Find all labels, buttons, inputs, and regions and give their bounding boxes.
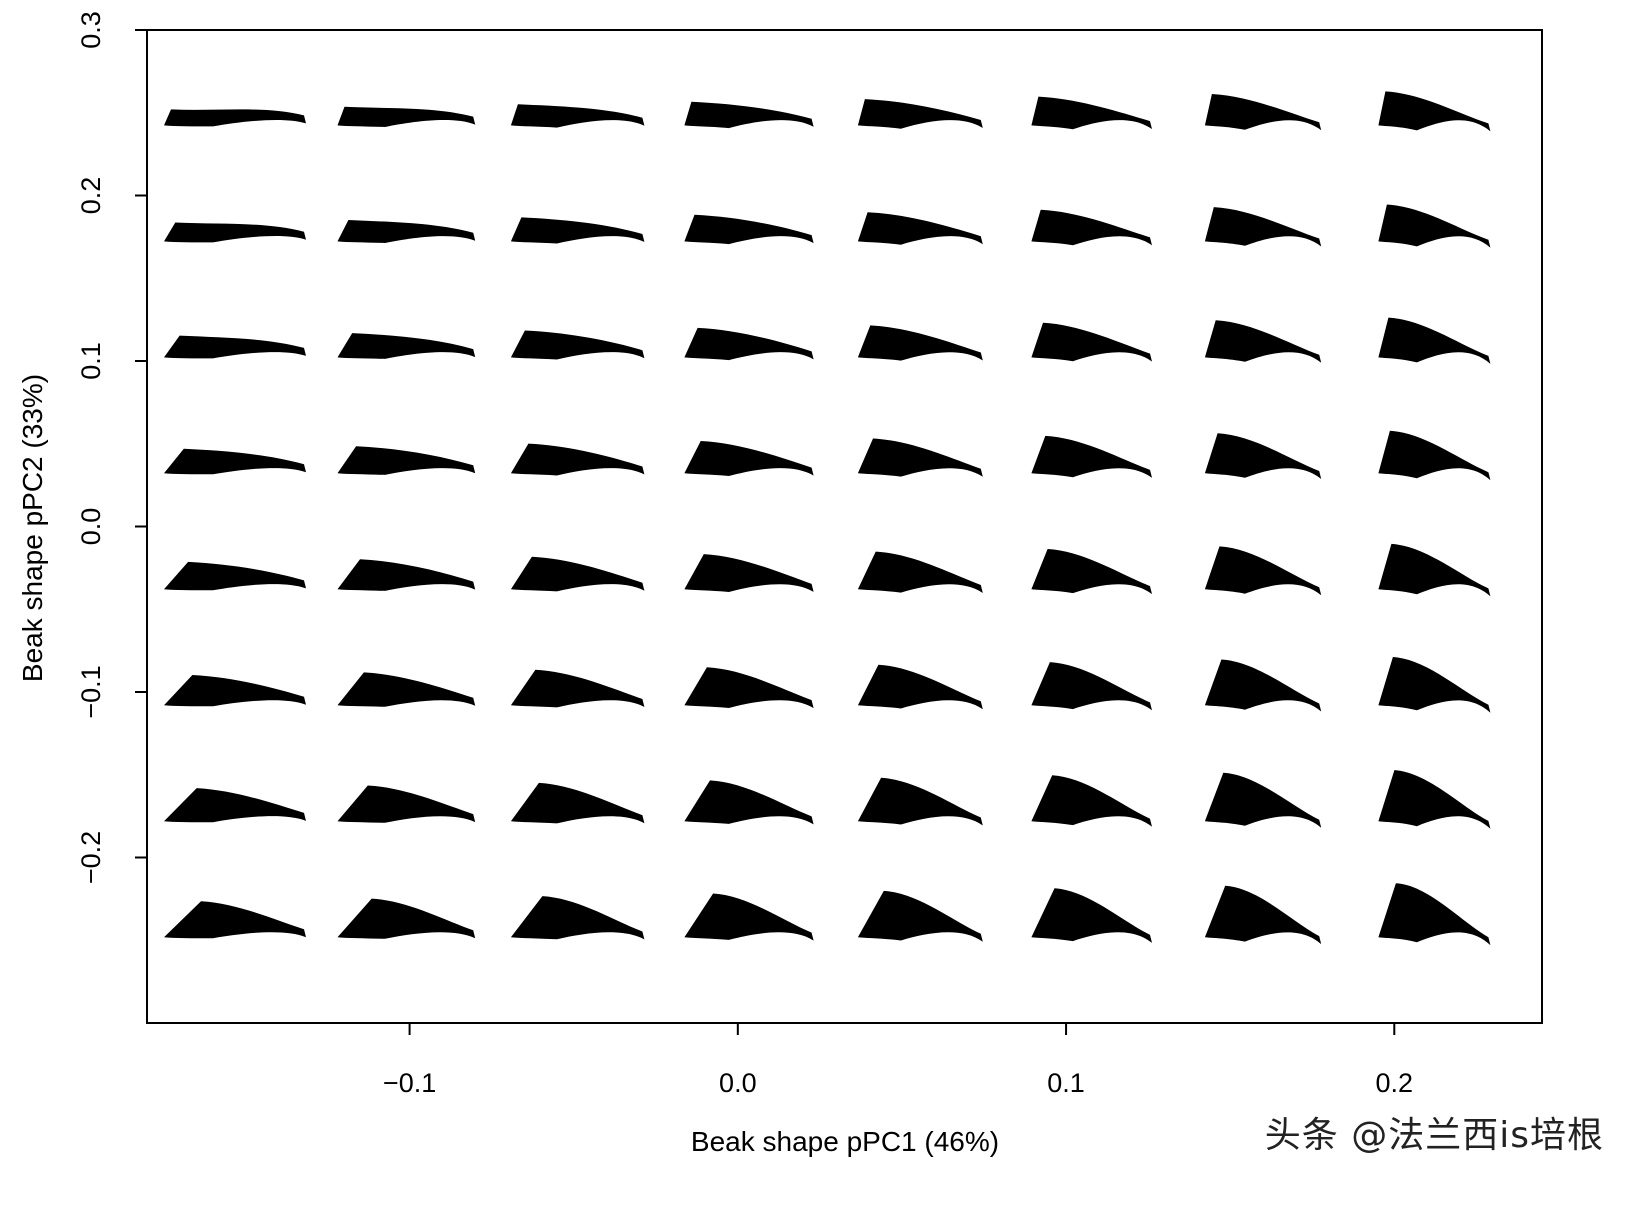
- beak-shape-1-2: [510, 217, 645, 244]
- beak-shape-5-7: [1378, 657, 1491, 713]
- beak-shape-0-2: [510, 104, 645, 128]
- beak-shape-4-7: [1378, 543, 1491, 597]
- beak-shape-6-0: [164, 788, 306, 823]
- beak-shape-6-4: [857, 777, 983, 826]
- beak-shape-6-3: [684, 780, 814, 825]
- beak-shape-2-3: [684, 327, 814, 361]
- x-axis-title: Beak shape pPC1 (46%): [691, 1126, 999, 1157]
- beak-shape-4-5: [1031, 549, 1152, 595]
- y-tick-label: −0.1: [76, 665, 106, 718]
- beak-shape-6-7: [1378, 770, 1491, 829]
- beak-shape-1-3: [684, 214, 814, 245]
- beak-shape-2-1: [337, 333, 476, 359]
- beak-shape-2-0: [164, 335, 306, 359]
- beak-shape-7-7: [1378, 883, 1491, 946]
- beak-shape-0-1: [337, 106, 476, 127]
- beak-shape-0-3: [684, 101, 814, 129]
- beak-shape-7-6: [1204, 885, 1322, 945]
- x-tick-label: 0.2: [1376, 1068, 1414, 1098]
- beak-shape-7-1: [337, 898, 476, 939]
- y-tick-label: 0.3: [76, 11, 106, 49]
- beak-shape-6-5: [1031, 775, 1152, 827]
- y-tick-label: −0.2: [76, 831, 106, 884]
- beak-shape-6-2: [510, 782, 645, 824]
- x-axis: −0.1 0.0 0.1 0.2: [383, 1023, 1413, 1098]
- plot-frame: [146, 29, 1543, 1024]
- y-tick-label: 0.0: [76, 508, 106, 546]
- beak-shape-5-2: [510, 669, 645, 708]
- beak-shape-4-0: [164, 561, 306, 591]
- beak-shape-0-0: [164, 109, 306, 127]
- beak-silhouettes: [164, 91, 1491, 946]
- beak-shape-5-1: [337, 672, 476, 707]
- beak-shape-7-3: [684, 893, 814, 941]
- beak-shape-5-6: [1204, 659, 1322, 712]
- beak-shape-2-6: [1204, 320, 1322, 363]
- beak-shape-1-6: [1204, 207, 1322, 247]
- beak-shape-2-2: [510, 330, 645, 360]
- beak-shape-4-1: [337, 559, 476, 591]
- beak-shape-0-4: [857, 99, 983, 129]
- x-tick-label: 0.0: [719, 1068, 757, 1098]
- beak-shape-4-3: [684, 554, 814, 592]
- beak-shape-3-3: [684, 441, 814, 476]
- beak-shape-6-6: [1204, 772, 1322, 828]
- beak-shape-5-3: [684, 667, 814, 709]
- beak-shape-3-0: [164, 448, 306, 475]
- x-tick-label: 0.1: [1047, 1068, 1085, 1098]
- y-tick-label: 0.2: [76, 177, 106, 215]
- beak-shape-1-5: [1031, 209, 1152, 246]
- beak-shape-1-0: [164, 222, 306, 243]
- beak-shape-5-0: [164, 675, 306, 707]
- beak-shape-7-5: [1031, 888, 1152, 943]
- beak-shape-5-4: [857, 664, 983, 710]
- beak-shape-3-6: [1204, 433, 1322, 479]
- beak-shape-1-4: [857, 212, 983, 245]
- beak-shape-2-7: [1378, 317, 1491, 364]
- y-tick-label: 0.1: [76, 342, 106, 380]
- y-axis-title: Beak shape pPC2 (33%): [17, 374, 48, 682]
- beak-shape-0-5: [1031, 96, 1152, 130]
- beak-shape-3-2: [510, 443, 645, 476]
- watermark-text: 头条 @法兰西is培根: [1264, 1115, 1604, 1156]
- x-tick-label: −0.1: [383, 1068, 436, 1098]
- beak-shape-3-4: [857, 438, 983, 477]
- beak-shape-4-4: [857, 551, 983, 593]
- beak-shape-0-7: [1378, 91, 1491, 132]
- beak-shape-4-2: [510, 556, 645, 592]
- beak-shape-4-6: [1204, 546, 1322, 596]
- beak-shape-7-4: [857, 890, 983, 942]
- beak-shape-2-5: [1031, 322, 1152, 362]
- beak-shape-6-1: [337, 785, 476, 823]
- beak-shape-0-6: [1204, 94, 1322, 131]
- beak-shape-5-5: [1031, 662, 1152, 711]
- beak-shape-7-2: [510, 896, 645, 940]
- beak-shape-2-4: [857, 325, 983, 361]
- beak-shape-3-5: [1031, 435, 1152, 478]
- beak-shape-1-7: [1378, 204, 1491, 248]
- y-axis: −0.2 −0.1 0.0 0.1 0.2 0.3: [76, 11, 147, 884]
- beak-shape-3-1: [337, 446, 476, 475]
- beak-shape-1-1: [337, 220, 476, 243]
- beak-shape-3-7: [1378, 430, 1491, 481]
- beak-shape-7-0: [164, 901, 306, 939]
